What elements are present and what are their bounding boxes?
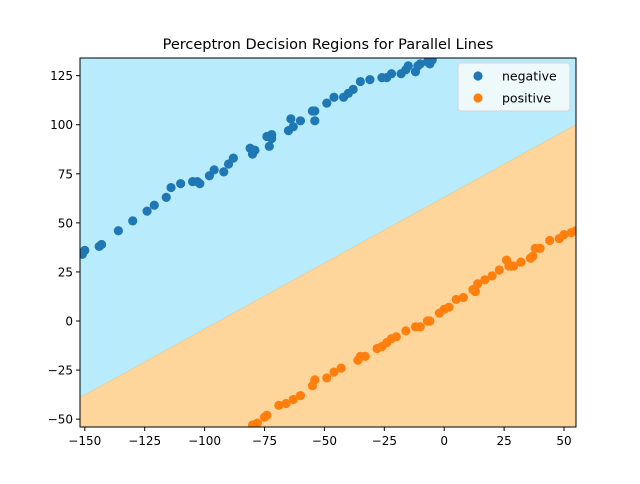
point-negative [365,74,375,85]
point-negative [348,84,358,95]
point-positive [470,286,480,297]
point-negative [113,226,123,236]
point-positive [329,367,339,377]
point-negative [415,59,425,69]
y-tick-label: 25 [58,265,73,279]
decision-regions [80,58,576,427]
point-positive [401,326,411,336]
point-positive [391,332,401,342]
y-tick-label: 100 [50,118,73,132]
x-axis: −150 −125 −100 −75 −50 −25 0 25 50 [68,427,572,448]
point-negative [128,216,138,226]
point-positive [336,363,346,373]
point-positive [425,316,435,326]
point-positive [535,243,545,253]
point-positive [288,394,298,405]
point-negative [80,245,90,255]
point-negative [250,145,260,155]
point-negative [166,182,176,193]
x-tick-label: −50 [312,434,337,448]
point-negative [219,167,229,177]
legend-label-negative: negative [502,69,557,84]
chart-title: Perceptron Decision Regions for Parallel… [163,37,494,53]
scatter-points [80,58,576,427]
x-tick-label: 50 [556,434,571,448]
legend: negative positive [457,62,571,112]
point-positive [473,279,483,289]
point-positive [322,373,332,383]
point-negative [209,165,219,175]
y-tick-label: 0 [65,315,73,329]
point-negative [288,122,298,132]
point-positive [295,390,306,401]
y-tick-label: 50 [58,216,73,230]
x-tick-label: 0 [440,434,448,448]
x-tick-label: −100 [188,434,221,448]
point-positive [545,235,555,246]
point-positive [444,302,454,312]
x-tick-label: −75 [252,434,277,448]
point-positive [415,322,425,332]
y-tick-label: −50 [48,413,73,427]
point-negative [310,106,320,116]
point-negative [96,239,107,250]
point-negative [195,179,205,189]
legend-marker-negative [473,71,483,81]
point-negative [355,76,365,87]
point-positive [451,294,461,305]
point-positive [494,265,504,275]
x-tick-label: 25 [496,434,511,448]
point-positive [281,398,291,409]
region-negative [80,58,576,398]
x-tick-label: −125 [128,434,161,448]
point-negative [267,129,277,140]
x-tick-label: −25 [372,434,397,448]
point-negative [386,69,397,79]
point-positive [559,230,569,240]
point-positive [458,292,468,303]
legend-marker-positive [473,93,483,103]
point-negative [161,192,171,202]
point-negative [142,206,152,216]
plot-frame [79,57,577,428]
point-negative [329,92,339,102]
point-negative [295,116,306,126]
point-positive [310,375,320,385]
point-positive [262,410,272,420]
point-negative [176,179,186,189]
point-negative [427,58,437,65]
point-positive [571,226,576,236]
y-axis: −50 −25 0 25 50 75 100 125 [48,69,80,427]
y-tick-label: −25 [48,364,73,378]
x-tick-label: −150 [68,434,101,448]
region-positive [80,124,576,427]
legend-label-positive: positive [502,91,551,106]
point-negative [310,116,320,126]
point-positive [528,251,538,261]
point-negative [228,153,238,163]
y-tick-label: 125 [50,69,73,83]
y-tick-label: 75 [58,167,73,181]
decision-boundary [80,124,576,398]
point-negative [286,114,296,124]
point-negative [322,98,332,108]
point-positive [252,418,262,427]
point-negative [149,200,159,210]
legend-box [457,62,571,112]
point-negative [403,61,413,71]
point-positive [487,271,497,281]
point-positive [274,400,284,411]
point-positive [516,257,526,267]
point-positive [480,275,490,285]
point-positive [509,261,519,271]
point-negative [264,141,274,151]
point-positive [360,351,370,361]
